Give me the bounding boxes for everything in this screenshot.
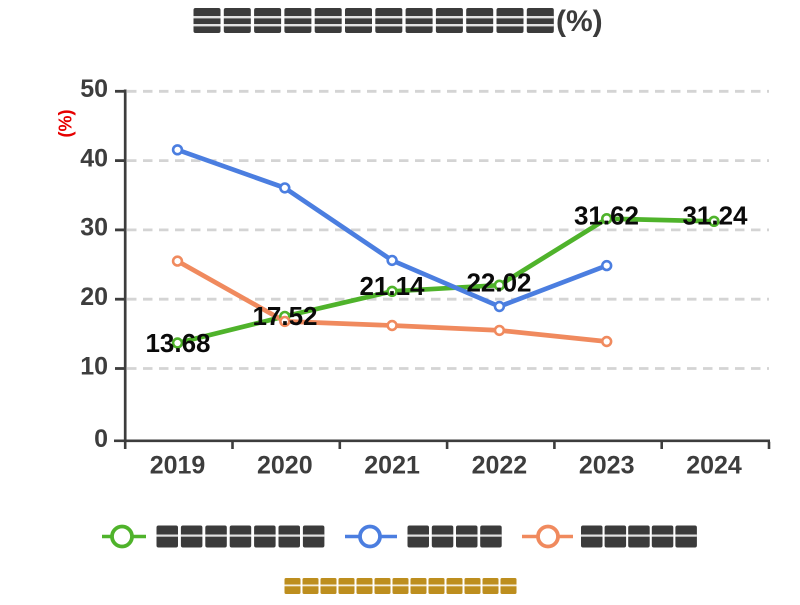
svg-text:2024: 2024 <box>686 452 742 480</box>
svg-text:20: 20 <box>80 283 108 311</box>
svg-text:50: 50 <box>80 75 108 103</box>
svg-text:2020: 2020 <box>257 452 313 480</box>
svg-text:30: 30 <box>80 214 108 242</box>
svg-text:2019: 2019 <box>150 452 206 480</box>
svg-text:13.68: 13.68 <box>145 328 210 358</box>
svg-text:31.62: 31.62 <box>574 201 639 231</box>
svg-text:2022: 2022 <box>472 452 528 480</box>
svg-text:0: 0 <box>94 425 108 453</box>
svg-text:17.52: 17.52 <box>252 301 317 331</box>
svg-text:2023: 2023 <box>579 452 635 480</box>
svg-text:22.02: 22.02 <box>466 268 531 298</box>
svg-text:2021: 2021 <box>364 452 420 480</box>
svg-text:10: 10 <box>80 352 108 380</box>
svg-text:21.14: 21.14 <box>359 271 425 301</box>
svg-text:(%): (%) <box>56 110 76 138</box>
svg-text:(%): (%) <box>556 5 603 38</box>
svg-text:40: 40 <box>80 144 108 172</box>
svg-text:31.24: 31.24 <box>682 201 748 231</box>
